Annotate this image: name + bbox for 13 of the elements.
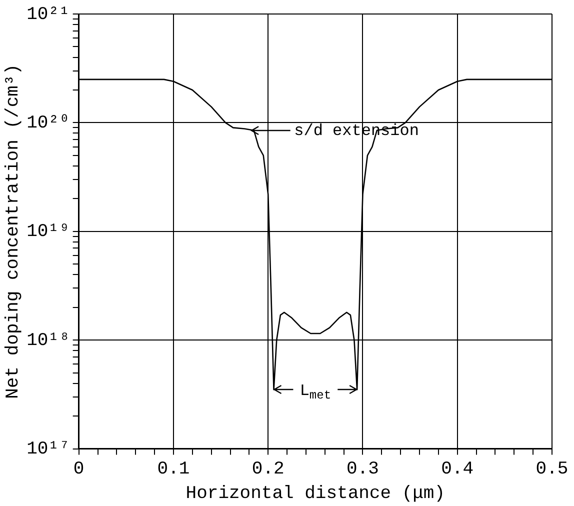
x-axis-title: Horizontal distance (μm) [186, 484, 446, 504]
x-tick-label: 0.1 [157, 459, 190, 480]
y-axis-title: Net doping concentration (/cm³) [4, 64, 24, 399]
x-tick-label: 0.2 [252, 459, 284, 480]
y-tick-label: 10¹⁹ [26, 222, 70, 242]
y-tick-label: 10¹⁷ [26, 440, 70, 460]
x-tick-label: 0.3 [346, 459, 379, 480]
x-tick-label: 0.5 [536, 459, 568, 480]
y-tick-label: 10²⁰ [26, 113, 70, 134]
x-tick-label: 0 [73, 459, 84, 480]
x-tick-label: 0.4 [441, 459, 474, 480]
y-tick-label: 10²¹ [26, 4, 70, 25]
y-tick-label: 10¹⁸ [26, 330, 70, 351]
